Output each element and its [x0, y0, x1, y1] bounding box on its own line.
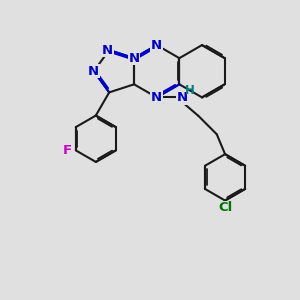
- Text: N: N: [128, 52, 140, 65]
- Text: N: N: [88, 65, 99, 78]
- Text: N: N: [176, 91, 188, 104]
- Text: H: H: [185, 84, 195, 98]
- Text: N: N: [151, 91, 162, 104]
- Text: N: N: [102, 44, 113, 57]
- Text: N: N: [151, 39, 162, 52]
- Text: F: F: [62, 144, 71, 157]
- Text: Cl: Cl: [218, 202, 232, 214]
